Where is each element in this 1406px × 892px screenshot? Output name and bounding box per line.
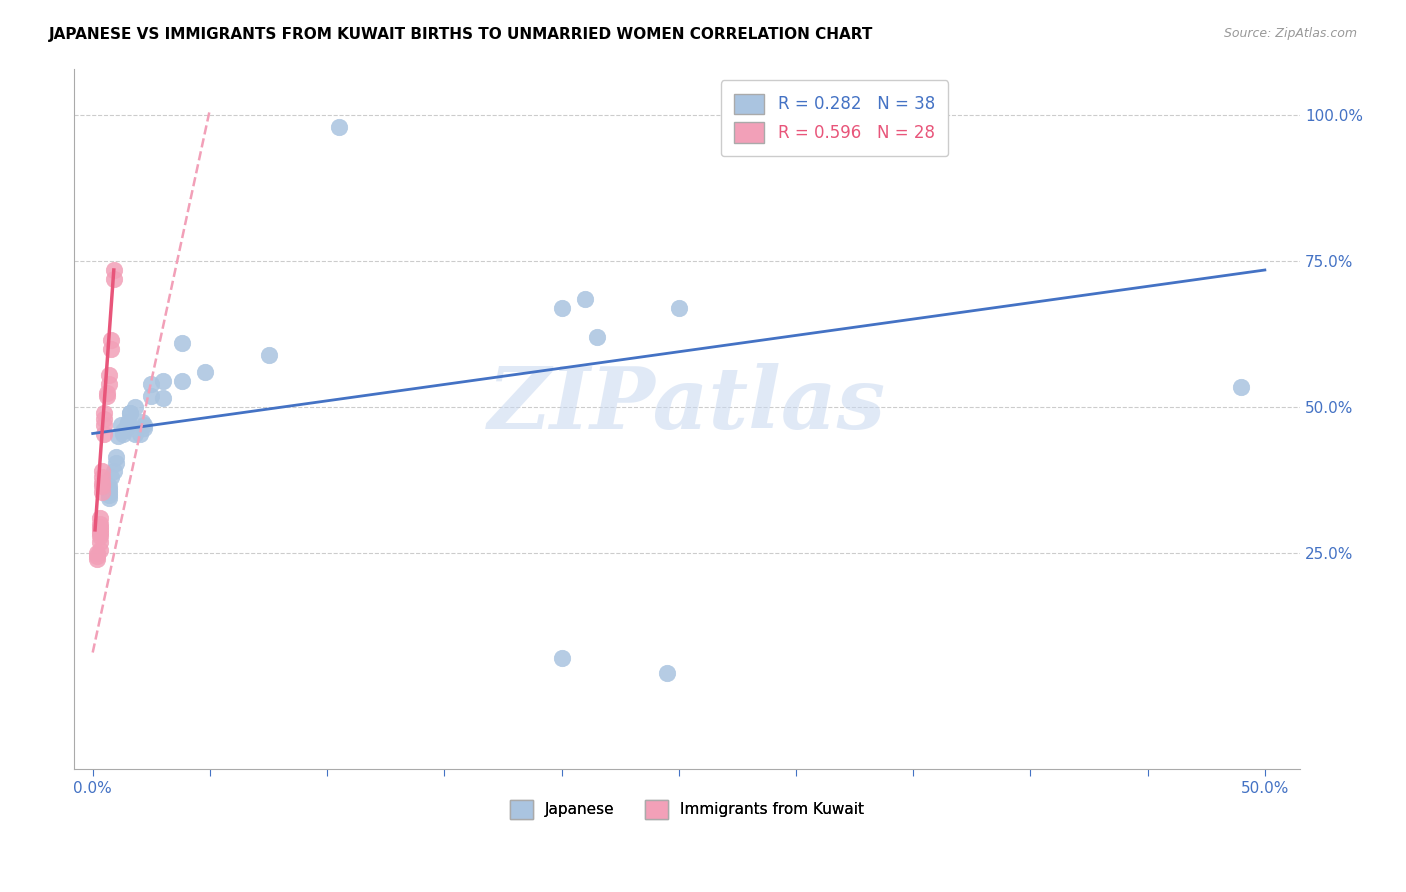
Point (100, 342, 122, 356)
Point (100, 333, 122, 347)
Point (98, 482, 121, 496)
Point (100, 470, 122, 484)
Point (98, 484, 121, 499)
Point (1230, 380, 1253, 394)
Point (89, 523, 111, 537)
Point (550, 651, 572, 665)
Point (98, 376, 121, 391)
Point (131, 415, 153, 429)
Point (550, 301, 572, 315)
Point (117, 415, 139, 429)
Point (120, 406, 142, 420)
Point (105, 456, 128, 470)
Point (86, 546, 108, 560)
Point (128, 426, 150, 441)
Point (93, 412, 115, 426)
Point (89, 516, 111, 531)
Point (89, 520, 111, 534)
Point (103, 272, 125, 286)
Point (170, 336, 193, 351)
Point (152, 392, 174, 406)
Point (107, 429, 129, 443)
Point (141, 388, 163, 402)
Point (98, 491, 121, 505)
Point (98, 368, 121, 383)
Point (103, 465, 125, 479)
Point (89, 543, 111, 558)
Point (668, 301, 690, 315)
Point (328, 120, 350, 134)
Point (124, 401, 146, 415)
Point (91, 479, 114, 493)
Point (89, 534, 111, 549)
Point (170, 374, 193, 388)
Text: ZIPatlas: ZIPatlas (488, 363, 886, 447)
Point (117, 417, 139, 432)
Point (91, 484, 114, 499)
Point (574, 292, 596, 306)
Point (585, 330, 607, 344)
Text: Source: ZipAtlas.com: Source: ZipAtlas.com (1223, 27, 1357, 40)
Legend: Japanese, Immigrants from Kuwait: Japanese, Immigrants from Kuwait (503, 794, 870, 825)
Point (89, 525, 111, 540)
Point (110, 417, 132, 432)
Point (89, 511, 111, 525)
Point (93, 417, 115, 432)
Point (655, 665, 678, 680)
Point (96, 385, 118, 400)
Point (112, 424, 135, 438)
Point (134, 420, 156, 434)
Point (134, 417, 156, 432)
Point (86, 549, 108, 563)
Point (114, 420, 136, 434)
Point (257, 348, 280, 362)
Point (89, 529, 111, 543)
Point (124, 426, 146, 441)
Point (86, 552, 108, 566)
Point (103, 263, 125, 277)
Point (93, 406, 115, 420)
Point (194, 365, 217, 379)
Point (112, 426, 135, 441)
Point (93, 426, 115, 441)
Point (98, 488, 121, 502)
Point (141, 376, 163, 391)
Point (96, 388, 118, 402)
Point (120, 406, 142, 420)
Point (91, 476, 114, 491)
Point (91, 465, 114, 479)
Point (105, 450, 128, 464)
Point (152, 374, 174, 388)
Text: JAPANESE VS IMMIGRANTS FROM KUWAIT BIRTHS TO UNMARRIED WOMEN CORRELATION CHART: JAPANESE VS IMMIGRANTS FROM KUWAIT BIRTH… (49, 27, 873, 42)
Point (91, 470, 114, 484)
Point (98, 479, 121, 493)
